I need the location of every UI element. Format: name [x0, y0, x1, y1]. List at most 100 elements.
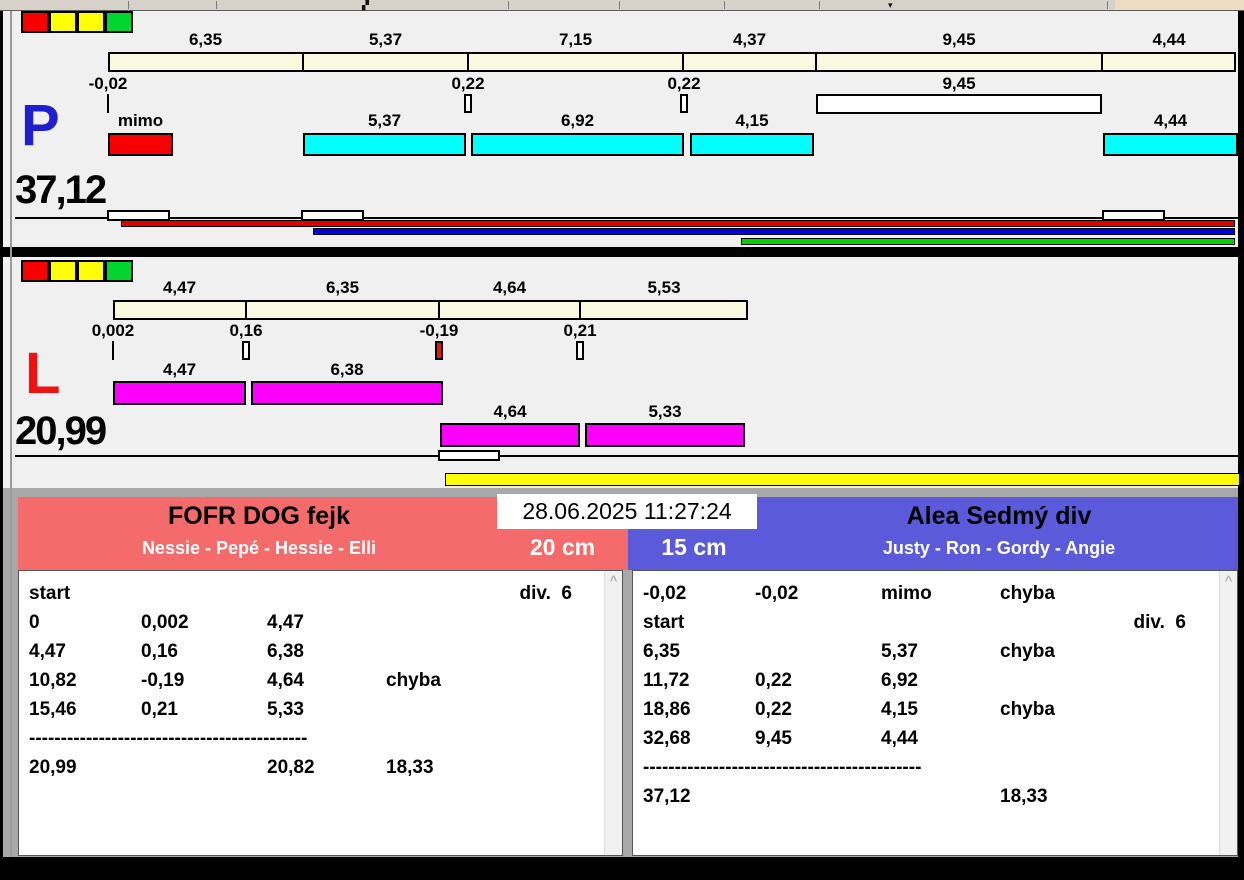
dog-run-time-label: 6,38 [330, 360, 364, 379]
table-cell: 37,12 [643, 786, 691, 807]
dog-run-time-label: 6,92 [560, 111, 595, 130]
segment-time-label: 6,35 [188, 30, 223, 49]
table-row: 0 0,002 4,47 [19, 608, 622, 637]
height-class-left: 20 cm [497, 532, 628, 562]
segment-time-label: 7,15 [558, 30, 593, 49]
dog-run-bar [303, 133, 466, 156]
table-row: 10,82 -0,19 4,64 chyba [19, 666, 622, 695]
status-square [77, 260, 105, 282]
status-square [49, 260, 77, 282]
progress-bar [445, 473, 1240, 486]
table-row: ----------------------------------------… [633, 753, 1237, 782]
dog-run-bar [471, 133, 684, 156]
split-segment-bar [113, 300, 748, 320]
toolbar-separator [216, 1, 217, 9]
table-cell: 4,47 [29, 641, 66, 662]
table-cell: 18,86 [643, 699, 691, 720]
segment-time-label: 5,53 [647, 278, 681, 297]
table-cell: 20,99 [29, 757, 77, 778]
crossing-delta-label: 0,21 [563, 321, 597, 340]
segment-time-label: 4,37 [732, 30, 767, 49]
toolbar-glyph: ▞ [362, 0, 369, 10]
table-cell: start [29, 583, 71, 604]
segment-divider [579, 300, 581, 320]
split-segment-bar [108, 52, 1236, 72]
table-row: -0,02 -0,02 mimo chyba [633, 579, 1237, 608]
crossing-tick-box [435, 341, 443, 360]
crossing-tick-box [242, 341, 250, 360]
table-row: 6,35 5,37 chyba [633, 637, 1237, 666]
table-cell-division: div. 6 [519, 583, 572, 604]
crossing-tick [107, 94, 109, 113]
progress-bar [121, 220, 1235, 227]
lane-p-total-time: 37,12 [15, 168, 107, 212]
height-class-right: 15 cm [628, 532, 760, 562]
table-row: 4,47 0,16 6,38 [19, 637, 622, 666]
lane-l-letter: L [25, 341, 60, 406]
team-name-right: Alea Sedmý div [906, 502, 1092, 530]
status-square [21, 260, 49, 282]
scroll-up-icon[interactable]: ^ [1224, 573, 1233, 588]
table-cell: 0,22 [755, 699, 792, 720]
gap-bar [816, 94, 1102, 114]
dropdown-arrow-icon[interactable]: ▾ [888, 0, 893, 10]
table-cell: -0,02 [643, 583, 687, 604]
crossing-tick [112, 341, 114, 360]
table-cell: 0,16 [141, 641, 178, 662]
crossing-delta-label: 0,22 [451, 74, 485, 93]
table-row: start div. 6 [633, 608, 1237, 637]
progress-bar [741, 238, 1235, 245]
table-cell: 11,72 [643, 670, 690, 691]
crossing-delta-label: -0,02 [88, 74, 128, 93]
top-toolbar[interactable]: ▞ ▾ [0, 0, 1244, 11]
results-section: FOFR DOG fejk Nessie - Pepé - Hessie - E… [3, 488, 1238, 857]
status-square [105, 11, 133, 33]
status-square [77, 11, 105, 33]
dog-run-bar [585, 423, 745, 447]
toolbar-separator [508, 1, 509, 9]
table-cell: 4,15 [881, 699, 918, 720]
status-square [21, 11, 49, 33]
table-row: 32,68 9,45 4,44 [633, 724, 1237, 753]
segment-time-label: 6,35 [325, 278, 360, 297]
segment-time-label: 5,37 [368, 30, 403, 49]
crossing-tick-box [576, 341, 584, 360]
table-row: ----------------------------------------… [19, 724, 622, 753]
segment-time-label: 9,45 [942, 30, 976, 49]
table-cell: chyba [386, 670, 441, 691]
crossing-tick-box [680, 94, 688, 113]
dog-run-bar [690, 133, 814, 156]
dog-run-bar [113, 381, 246, 405]
table-cell: 6,35 [643, 641, 680, 662]
dog-run-time-label: 4,15 [735, 111, 769, 130]
table-row: 18,86 0,22 4,15 chyba [633, 695, 1237, 724]
table-cell: -0,19 [141, 670, 185, 691]
table-row: 15,46 0,21 5,33 [19, 695, 622, 724]
team-dogs-left: Nessie - Pepé - Hessie - Elli [141, 538, 377, 558]
dog-run-time-label: 5,37 [367, 111, 402, 130]
crossing-delta-label: 0,22 [667, 74, 701, 93]
table-cell: chyba [1000, 641, 1055, 662]
crossing-delta-label: -0,19 [419, 321, 459, 340]
toolbar-separator [619, 1, 620, 9]
crossing-delta-label: 0,002 [91, 321, 135, 340]
segment-divider [245, 300, 247, 320]
toolbar-separator [128, 1, 129, 9]
table-cell: 10,82 [29, 670, 77, 691]
table-cell: mimo [881, 583, 932, 604]
progress-bar [313, 228, 1235, 235]
table-row: start div. 6 [19, 579, 622, 608]
table-cell: 5,33 [267, 699, 304, 720]
scroll-up-icon[interactable]: ^ [609, 573, 618, 588]
dog-run-bar [108, 133, 173, 156]
scrollbar-right[interactable]: ^ [1219, 571, 1237, 855]
results-table-right: -0,02 -0,02 mimo chyba start div. 6 6,35 5,37 ch… [632, 570, 1238, 856]
table-cell: 32,68 [643, 728, 691, 749]
table-cell: 4,64 [267, 670, 304, 691]
scrollbar-left[interactable]: ^ [604, 571, 622, 855]
table-cell: 15,46 [29, 699, 77, 720]
table-cell: start [643, 612, 685, 633]
table-cell: 0 [29, 612, 40, 633]
table-cell: 6,92 [881, 670, 918, 691]
